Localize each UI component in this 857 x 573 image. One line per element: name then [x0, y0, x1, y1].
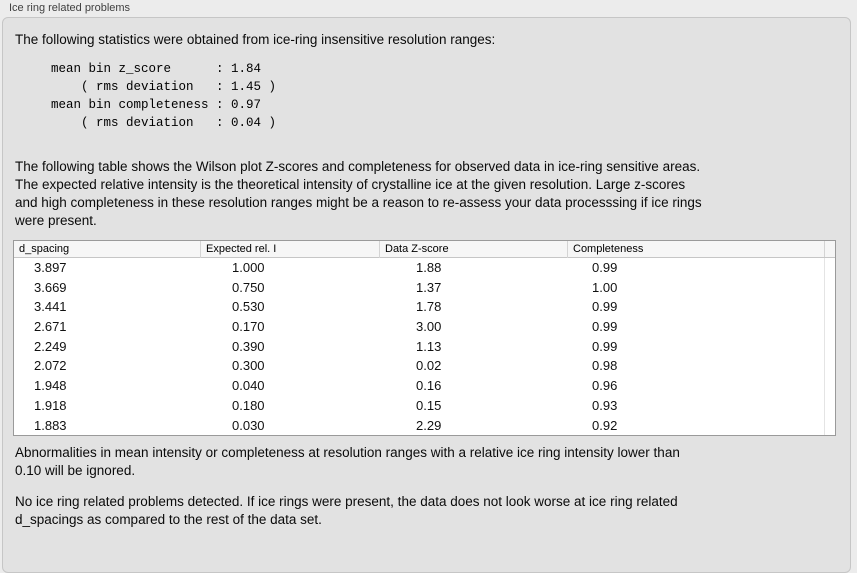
table-cell: 1.78 [416, 299, 442, 315]
table-row[interactable]: 3.669 0.750 1.37 1.00 [14, 277, 835, 298]
table-body: 3.897 1.000 1.88 0.99 3.669 0.750 1.37 1.00 3.44… [14, 258, 835, 436]
table-cell: 0.15 [416, 397, 442, 413]
table-cell: 0.92 [592, 417, 618, 433]
table-row[interactable]: 2.249 0.390 1.13 0.99 [14, 336, 835, 357]
row-spacer [824, 336, 835, 357]
row-spacer [824, 356, 835, 377]
row-spacer [824, 297, 835, 318]
row-spacer [824, 395, 835, 416]
table-row[interactable]: 3.441 0.530 1.78 0.99 [14, 297, 835, 318]
table-cell: 0.16 [416, 378, 442, 394]
table-cell: 0.99 [592, 338, 618, 354]
table-cell: 1.000 [232, 260, 265, 275]
stats-block: mean bin z_score : 1.84 ( rms deviation … [51, 62, 277, 130]
table-intro-text: The following table shows the Wilson plo… [15, 159, 702, 228]
table-row[interactable]: 3.897 1.000 1.88 0.99 [14, 258, 835, 278]
column-header-completeness[interactable]: Completeness [567, 240, 824, 258]
table-row[interactable]: 1.948 0.040 0.16 0.96 [14, 376, 835, 396]
table-header-row: d_spacing Expected rel. I Data Z-score Comp… [14, 240, 835, 258]
table-cell: 0.750 [232, 279, 265, 295]
table-cell: 0.02 [416, 358, 442, 374]
row-spacer [824, 277, 835, 298]
table-row[interactable]: 1.883 0.030 2.29 0.92 [14, 415, 835, 436]
table-cell: 1.00 [592, 279, 618, 295]
table-cell: 3.441 [34, 299, 67, 315]
table-cell: 1.883 [34, 417, 67, 433]
table-cell: 0.99 [592, 260, 618, 275]
table-cell: 3.897 [34, 260, 67, 275]
table-cell: 0.170 [232, 319, 265, 335]
table-cell: 0.99 [592, 299, 618, 315]
table-cell: 0.99 [592, 319, 618, 335]
table-cell: 0.300 [232, 358, 265, 374]
table-cell: 1.918 [34, 397, 67, 413]
ignore-note-text: Abnormalities in mean intensity or compl… [15, 445, 680, 479]
table-cell: 0.040 [232, 378, 265, 394]
ice-ring-panel: The following statistics were obtained f… [2, 17, 851, 573]
table-cell: 2.249 [34, 338, 67, 354]
table-cell: 1.37 [416, 279, 442, 295]
conclusion-text: No ice ring related problems detected. I… [15, 494, 678, 528]
row-spacer [824, 415, 835, 436]
row-spacer [824, 317, 835, 337]
table-cell: 0.530 [232, 299, 265, 315]
column-header-spacer [824, 241, 835, 257]
column-header-expected-rel-i[interactable]: Expected rel. I [200, 240, 379, 258]
table-cell: 0.030 [232, 417, 265, 433]
table-cell: 0.180 [232, 397, 265, 413]
table-cell: 1.13 [416, 338, 442, 354]
table-cell: 3.00 [416, 319, 442, 335]
panel-title: Ice ring related problems [9, 2, 131, 14]
column-header-data-z-score[interactable]: Data Z-score [379, 240, 567, 258]
table-cell: 2.29 [416, 417, 442, 433]
table-cell: 0.96 [592, 378, 618, 394]
row-spacer [824, 258, 835, 278]
ice-ring-table: d_spacing Expected rel. I Data Z-score Comp… [13, 240, 836, 437]
column-header-d-spacing[interactable]: d_spacing [19, 242, 70, 255]
table-cell: 0.98 [592, 358, 618, 374]
table-cell: 0.390 [232, 338, 265, 354]
row-spacer [824, 376, 835, 396]
table-row[interactable]: 2.671 0.170 3.00 0.99 [14, 317, 835, 337]
table-cell: 0.93 [592, 397, 618, 413]
table-cell: 3.669 [34, 279, 67, 295]
table-cell: 2.671 [34, 319, 67, 335]
table-cell: 1.948 [34, 378, 67, 394]
table-cell: 1.88 [416, 260, 442, 275]
table-row[interactable]: 1.918 0.180 0.15 0.93 [14, 395, 835, 416]
stats-intro-text: The following statistics were obtained f… [15, 32, 496, 47]
table-cell: 2.072 [34, 358, 67, 374]
table-row[interactable]: 2.072 0.300 0.02 0.98 [14, 356, 835, 377]
